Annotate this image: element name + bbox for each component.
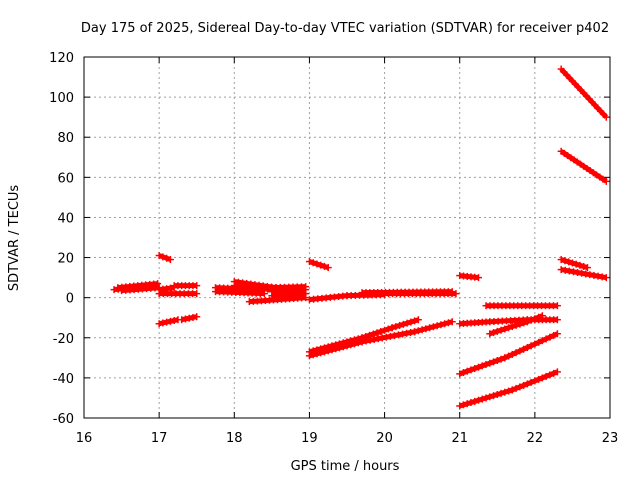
data-series-arc-17	[268, 283, 310, 292]
chart-title: Day 175 of 2025, Sidereal Day-to-day VTE…	[81, 21, 609, 36]
x-axis-label: GPS time / hours	[291, 459, 400, 474]
data-series-arc-3	[118, 284, 163, 295]
data-series-arc-33	[557, 256, 591, 272]
x-tick-label: 17	[151, 431, 168, 446]
x-tick-labels: 16 17 18 19 20 21 22 23	[76, 431, 619, 446]
data-series-arc-29	[456, 330, 561, 378]
data-series-arc-8	[155, 316, 182, 328]
grid-layer	[83, 56, 611, 419]
data-series-arc-7	[155, 252, 174, 264]
y-tick-label: 100	[49, 91, 74, 106]
y-tick-label: 60	[57, 171, 74, 186]
data-series-arc-4	[155, 290, 201, 298]
y-tick-label: 20	[57, 252, 74, 267]
y-tick-label: -60	[53, 412, 74, 427]
plot-frame	[83, 56, 611, 419]
x-tick-label: 16	[76, 431, 93, 446]
x-tick-label: 19	[301, 431, 318, 446]
data-series-arc-32	[557, 147, 610, 185]
data-series-arc-34	[557, 266, 610, 282]
data-series-arc-13	[230, 282, 276, 294]
data-series-arc-22	[381, 290, 460, 298]
data-series-arc-28	[486, 312, 546, 338]
data-series-arc-30	[456, 368, 561, 410]
y-axis-label: SDTVAR / TECUs	[7, 185, 22, 292]
x-tick-label: 21	[451, 431, 468, 446]
x-tick-label: 22	[527, 431, 544, 446]
data-series-arc-31	[557, 65, 610, 121]
data-series-arc-19	[305, 292, 351, 304]
y-tick-labels: -60 -40 -20 0 20 40 60 80 100 120	[49, 51, 74, 427]
x-tick-label: 18	[226, 431, 243, 446]
data-series-arc-27	[482, 302, 561, 310]
data-series-arc-9	[178, 313, 201, 324]
data-series-arc-18	[305, 258, 332, 272]
data-series-arc-6	[155, 284, 178, 294]
y-tick-label: -20	[53, 332, 74, 347]
x-tick-label: 20	[376, 431, 393, 446]
y-tick-label: -40	[53, 372, 74, 387]
data-series-arc-2	[114, 280, 162, 292]
data-series-arc-25	[456, 272, 482, 282]
x-tick-label: 23	[602, 431, 619, 446]
data-layer	[110, 65, 610, 410]
y-tick-label: 40	[57, 211, 74, 226]
y-tick-label: 0	[66, 292, 74, 307]
data-series-arc-24	[305, 318, 456, 360]
y-tick-label: 120	[49, 51, 74, 66]
y-tick-label: 80	[57, 131, 74, 146]
